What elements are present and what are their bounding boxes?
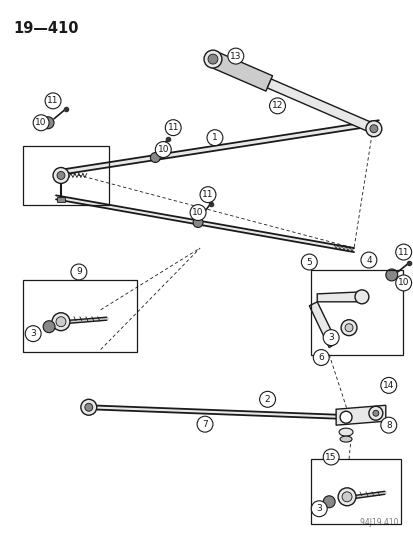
- Circle shape: [360, 252, 376, 268]
- Text: 11: 11: [47, 96, 59, 106]
- Circle shape: [56, 317, 66, 327]
- Circle shape: [45, 93, 61, 109]
- Circle shape: [165, 120, 181, 135]
- Text: 3: 3: [328, 333, 333, 342]
- Polygon shape: [316, 292, 361, 302]
- Circle shape: [385, 269, 397, 281]
- Text: 4: 4: [365, 255, 371, 264]
- Circle shape: [71, 264, 87, 280]
- Circle shape: [395, 244, 411, 260]
- Circle shape: [372, 410, 378, 416]
- Circle shape: [380, 377, 396, 393]
- Circle shape: [155, 142, 171, 158]
- Circle shape: [25, 326, 41, 342]
- Bar: [311, 270, 402, 354]
- Text: 15: 15: [325, 453, 336, 462]
- Text: 8: 8: [385, 421, 391, 430]
- Text: 10: 10: [397, 278, 408, 287]
- Circle shape: [369, 125, 377, 133]
- Circle shape: [340, 320, 356, 336]
- Circle shape: [53, 167, 69, 183]
- Circle shape: [197, 416, 212, 432]
- Text: 10: 10: [192, 208, 203, 217]
- Circle shape: [301, 254, 316, 270]
- Text: 3: 3: [316, 504, 321, 513]
- Circle shape: [365, 121, 381, 136]
- Circle shape: [85, 403, 93, 411]
- Circle shape: [344, 324, 352, 332]
- Circle shape: [43, 321, 55, 333]
- Polygon shape: [335, 405, 385, 425]
- Circle shape: [311, 501, 326, 516]
- Text: 1: 1: [211, 133, 217, 142]
- Circle shape: [57, 172, 65, 180]
- Circle shape: [199, 187, 216, 203]
- Circle shape: [323, 496, 335, 508]
- Text: 7: 7: [202, 419, 207, 429]
- Polygon shape: [59, 120, 378, 175]
- Text: 10: 10: [157, 145, 169, 154]
- Polygon shape: [88, 405, 350, 419]
- Circle shape: [368, 406, 382, 420]
- Ellipse shape: [338, 428, 352, 436]
- Circle shape: [339, 411, 351, 423]
- Text: 9: 9: [76, 268, 81, 277]
- Circle shape: [33, 115, 49, 131]
- Circle shape: [206, 130, 222, 146]
- Circle shape: [259, 391, 275, 407]
- Bar: [23, 280, 137, 352]
- Text: 2: 2: [264, 395, 270, 404]
- Circle shape: [323, 330, 338, 345]
- Bar: [57, 197, 65, 203]
- Text: 6: 6: [318, 353, 323, 362]
- Circle shape: [42, 117, 54, 129]
- Circle shape: [323, 449, 338, 465]
- Text: 19—410: 19—410: [13, 21, 78, 36]
- Text: 10: 10: [35, 118, 47, 127]
- Circle shape: [341, 492, 351, 502]
- Text: 11: 11: [167, 123, 178, 132]
- Circle shape: [207, 54, 217, 64]
- Polygon shape: [309, 302, 336, 348]
- Text: 13: 13: [230, 52, 241, 61]
- Circle shape: [354, 290, 368, 304]
- Text: 12: 12: [271, 101, 282, 110]
- Circle shape: [190, 205, 206, 221]
- Bar: [311, 459, 400, 523]
- Text: 11: 11: [397, 247, 408, 256]
- Polygon shape: [209, 51, 272, 91]
- Circle shape: [52, 313, 70, 330]
- Ellipse shape: [339, 436, 351, 442]
- Circle shape: [395, 275, 411, 291]
- Circle shape: [204, 50, 221, 68]
- Text: 3: 3: [30, 329, 36, 338]
- Circle shape: [313, 350, 328, 366]
- Circle shape: [380, 417, 396, 433]
- Circle shape: [337, 488, 355, 506]
- Polygon shape: [267, 79, 375, 133]
- Polygon shape: [56, 196, 353, 252]
- Circle shape: [269, 98, 285, 114]
- Circle shape: [81, 399, 97, 415]
- Text: 11: 11: [202, 190, 213, 199]
- Text: 94J19 410: 94J19 410: [359, 518, 398, 527]
- Circle shape: [227, 48, 243, 64]
- Circle shape: [192, 217, 202, 228]
- Text: 5: 5: [306, 257, 311, 266]
- Circle shape: [150, 152, 160, 163]
- Text: 14: 14: [382, 381, 394, 390]
